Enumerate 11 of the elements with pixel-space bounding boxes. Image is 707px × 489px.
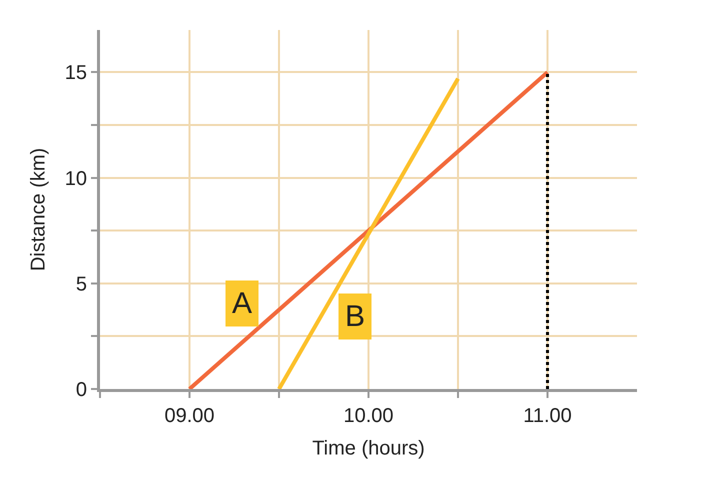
x-tick-label: 10.00 [343,405,394,427]
y-tick-label: 10 [64,168,87,190]
x-tick-label: 09.00 [164,405,215,427]
series-label: B [345,300,366,333]
y-tick-label: 15 [64,62,87,84]
y-tick-label: 5 [76,273,87,296]
y-tick-label: 0 [76,379,87,401]
x-tick-label: 11.00 [523,405,572,427]
x-axis-title: Time (hours) [312,438,425,460]
y-axis-title: Distance (km) [27,148,50,272]
series-label: A [232,287,252,320]
